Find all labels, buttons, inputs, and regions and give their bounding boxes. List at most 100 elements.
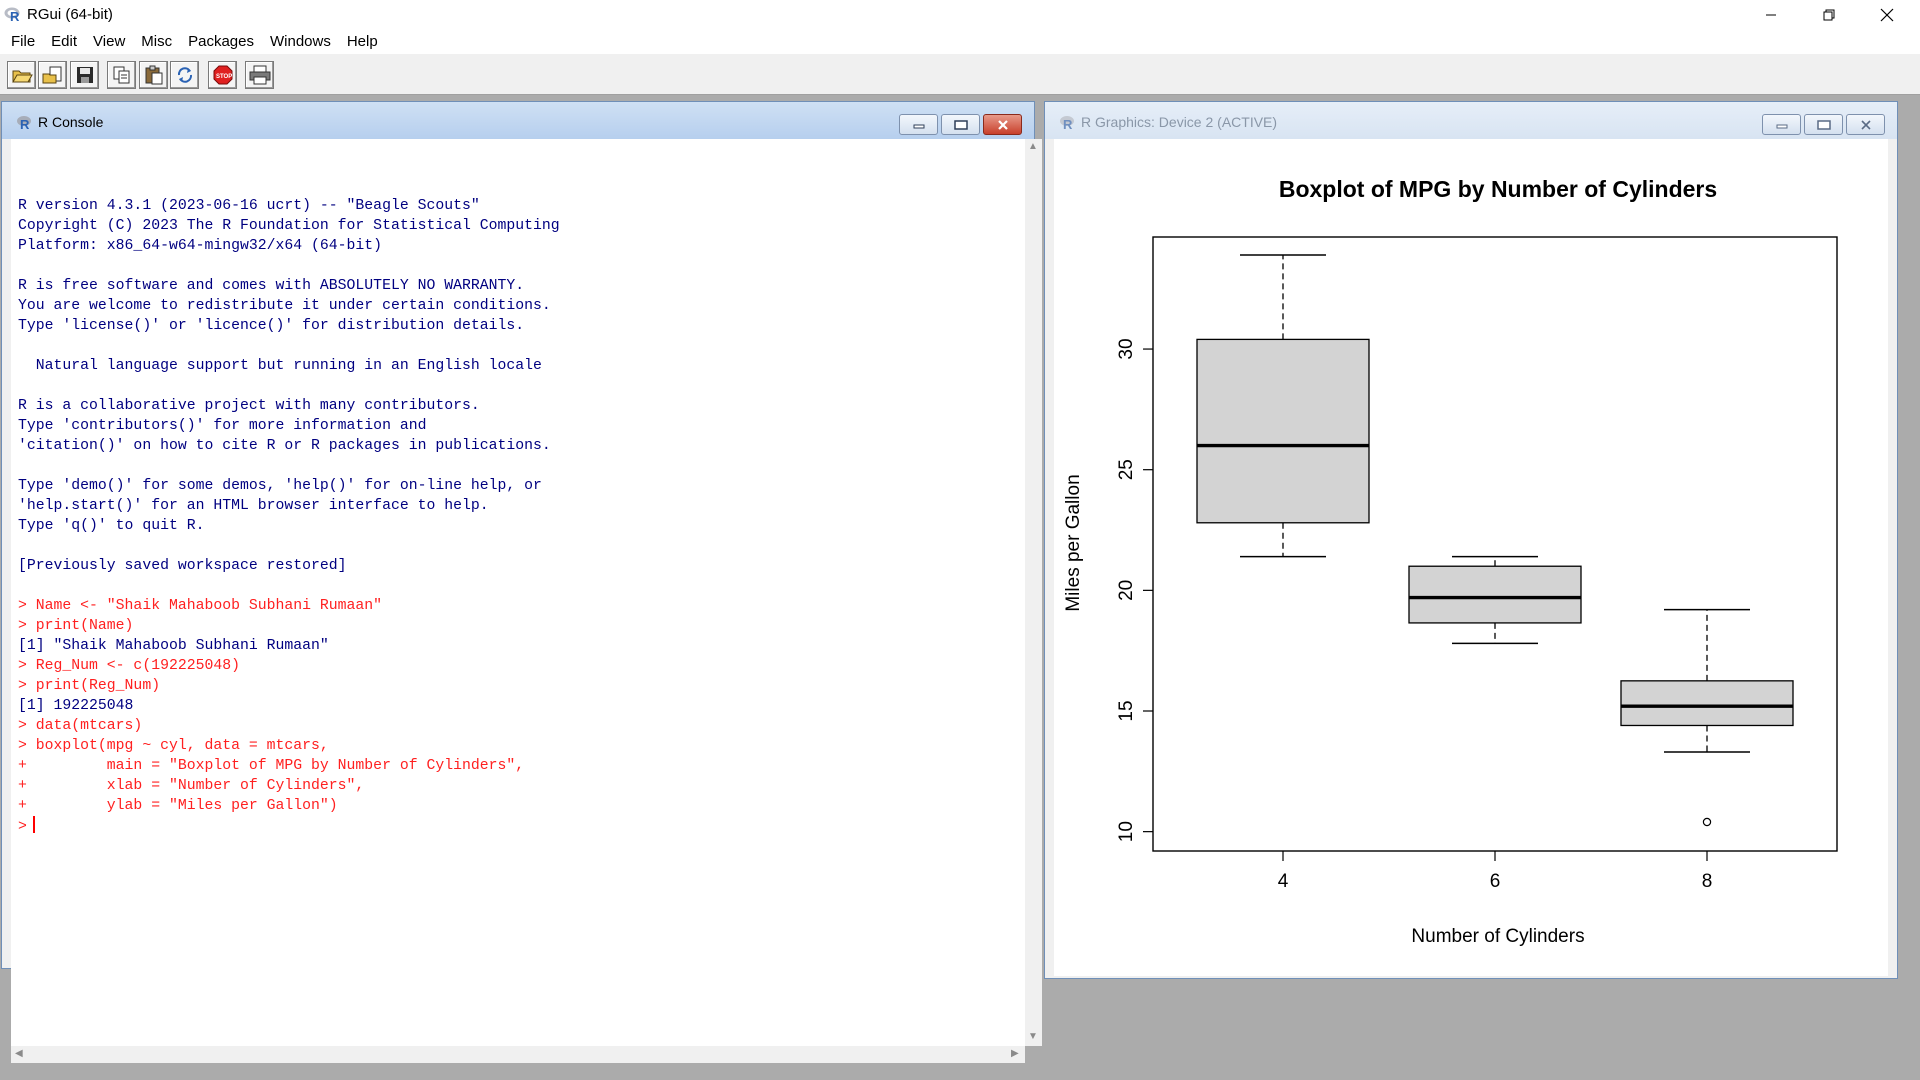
console-output[interactable]: R version 4.3.1 (2023-06-16 ucrt) -- "Be… [11, 139, 1025, 1046]
y-tick-label: 10 [1116, 821, 1137, 842]
menu-edit[interactable]: Edit [51, 33, 78, 50]
scroll-left-icon[interactable]: ◀ [15, 1048, 23, 1059]
console-input-line: > boxplot(mpg ~ cyl, data = mtcars, [18, 738, 329, 754]
console-input-line: > data(mtcars) [18, 718, 143, 734]
svg-text:R: R [20, 117, 30, 130]
console-output-line: Natural language support but running in … [18, 358, 542, 374]
console-output-line: [1] 192225048 [18, 698, 134, 714]
console-title: R Console [38, 114, 104, 130]
y-tick-label: 20 [1116, 580, 1137, 601]
console-input-line: > print(Name) [18, 618, 134, 634]
restore-button[interactable] [1800, 0, 1858, 29]
console-close-button[interactable] [983, 114, 1022, 135]
graphics-title: R Graphics: Device 2 (ACTIVE) [1081, 114, 1278, 130]
open-script-icon [11, 70, 33, 83]
boxplot-chart: Boxplot of MPG by Number of Cylinders Num… [1063, 176, 1838, 947]
console-output-line [18, 536, 560, 556]
menu-view[interactable]: View [93, 33, 126, 50]
scroll-down-icon[interactable]: ▼ [1028, 1031, 1038, 1042]
graphics-minimize-button[interactable] [1762, 114, 1801, 135]
console-input-line: + main = "Boxplot of MPG by Number of Cy… [18, 758, 525, 774]
scroll-right-icon[interactable]: ▶ [1011, 1048, 1019, 1059]
close-button[interactable] [1858, 0, 1916, 29]
app-title: RGui (64-bit) [27, 6, 113, 23]
toolbar: STOP [0, 54, 1920, 95]
menu-windows[interactable]: Windows [269, 33, 331, 50]
scroll-up-icon[interactable]: ▲ [1028, 141, 1038, 152]
console-prompt[interactable]: > [18, 816, 560, 837]
console-window: R R Console R version 4.3.1 (2023-06-16 … [1, 101, 1042, 1063]
console-output-line [18, 456, 560, 476]
close-icon [1860, 119, 1871, 130]
graphics-titlebar[interactable]: R R Graphics: Device 2 (ACTIVE) [1045, 102, 1897, 139]
print-button[interactable] [245, 61, 274, 89]
console-output-line: Platform: x86_64-w64-mingw32/x64 (64-bit… [18, 238, 383, 254]
console-output-line: 'help.start()' for an HTML browser inter… [18, 498, 489, 514]
outlier-point [1702, 817, 1712, 827]
r-logo-icon: R [17, 116, 31, 130]
y-tick-label: 25 [1116, 459, 1137, 480]
console-minimize-button[interactable] [899, 114, 938, 135]
console-output-line: R is free software and comes with ABSOLU… [18, 278, 525, 294]
stop-icon: STOP [213, 65, 232, 85]
console-output-line: Type 'license()' or 'licence()' for dist… [18, 318, 525, 334]
save-workspace-button[interactable] [70, 61, 99, 89]
app-titlebar: R RGui (64-bit) [0, 0, 1920, 29]
console-output-line: R is a collaborative project with many c… [18, 398, 480, 414]
close-icon [997, 119, 1008, 130]
open-script-button[interactable] [7, 61, 36, 89]
stop-button[interactable]: STOP [208, 61, 237, 89]
svg-text:R: R [10, 9, 20, 22]
console-output-line: Copyright (C) 2023 The R Foundation for … [18, 218, 560, 234]
x-tick-label: 6 [1490, 871, 1501, 892]
copy-button[interactable] [107, 61, 136, 89]
console-horizontal-scrollbar[interactable]: ◀ ▶ [11, 1046, 1025, 1063]
console-output-line: Type 'q()' to quit R. [18, 518, 205, 534]
console-output-line: R version 4.3.1 (2023-06-16 ucrt) -- "Be… [18, 198, 480, 214]
paste-button[interactable] [139, 61, 168, 89]
menu-bar: File Edit View Misc Packages Windows Hel… [0, 29, 1920, 54]
minimize-icon [1766, 14, 1776, 15]
chart-title: Boxplot of MPG by Number of Cylinders [1279, 176, 1717, 202]
console-input-line: + ylab = "Miles per Gallon") [18, 798, 338, 814]
box-6 [1408, 565, 1582, 624]
console-output-line: 'citation()' on how to cite R or R packa… [18, 438, 551, 454]
console-output-line: Type 'contributors()' for more informati… [18, 418, 427, 434]
console-titlebar[interactable]: R R Console [2, 102, 1034, 139]
console-vertical-scrollbar[interactable]: ▲ ▼ [1025, 139, 1042, 1046]
r-logo-icon: R [1060, 116, 1074, 130]
console-output-line [18, 176, 560, 196]
menu-misc[interactable]: Misc [141, 33, 173, 50]
graphics-close-button[interactable] [1846, 114, 1885, 135]
minimize-icon [1776, 124, 1787, 128]
copy-paste-icon [177, 67, 192, 83]
console-output-line [18, 336, 560, 356]
box-8 [1620, 680, 1794, 727]
menu-help[interactable]: Help [346, 33, 378, 50]
console-maximize-button[interactable] [941, 114, 980, 135]
y-tick-label: 15 [1116, 700, 1137, 721]
graphics-maximize-button[interactable] [1804, 114, 1843, 135]
console-input-line: > Reg_Num <- c(192225048) [18, 658, 240, 674]
text-cursor [32, 816, 35, 833]
x-axis-label: Number of Cylinders [1411, 926, 1584, 947]
svg-text:R: R [1063, 117, 1073, 130]
box-4 [1196, 338, 1370, 524]
y-tick-label: 30 [1116, 338, 1137, 359]
x-tick-label: 4 [1278, 871, 1289, 892]
print-icon [249, 65, 270, 85]
menu-packages[interactable]: Packages [188, 33, 254, 50]
menu-file[interactable]: File [11, 33, 36, 50]
load-workspace-button[interactable] [38, 61, 67, 89]
x-tick-label: 8 [1702, 871, 1713, 892]
maximize-icon [953, 119, 968, 130]
console-output-line [18, 576, 560, 596]
minimize-button[interactable] [1742, 0, 1800, 29]
plot-frame [1152, 236, 1838, 852]
plot-area: Boxplot of MPG by Number of Cylinders Num… [1054, 139, 1888, 976]
load-workspace-icon [42, 66, 61, 84]
restore-icon [1823, 9, 1835, 20]
r-logo-icon: R [4, 7, 20, 22]
y-axis-label: Miles per Gallon [1063, 474, 1084, 611]
copy-paste-button[interactable] [170, 61, 199, 89]
